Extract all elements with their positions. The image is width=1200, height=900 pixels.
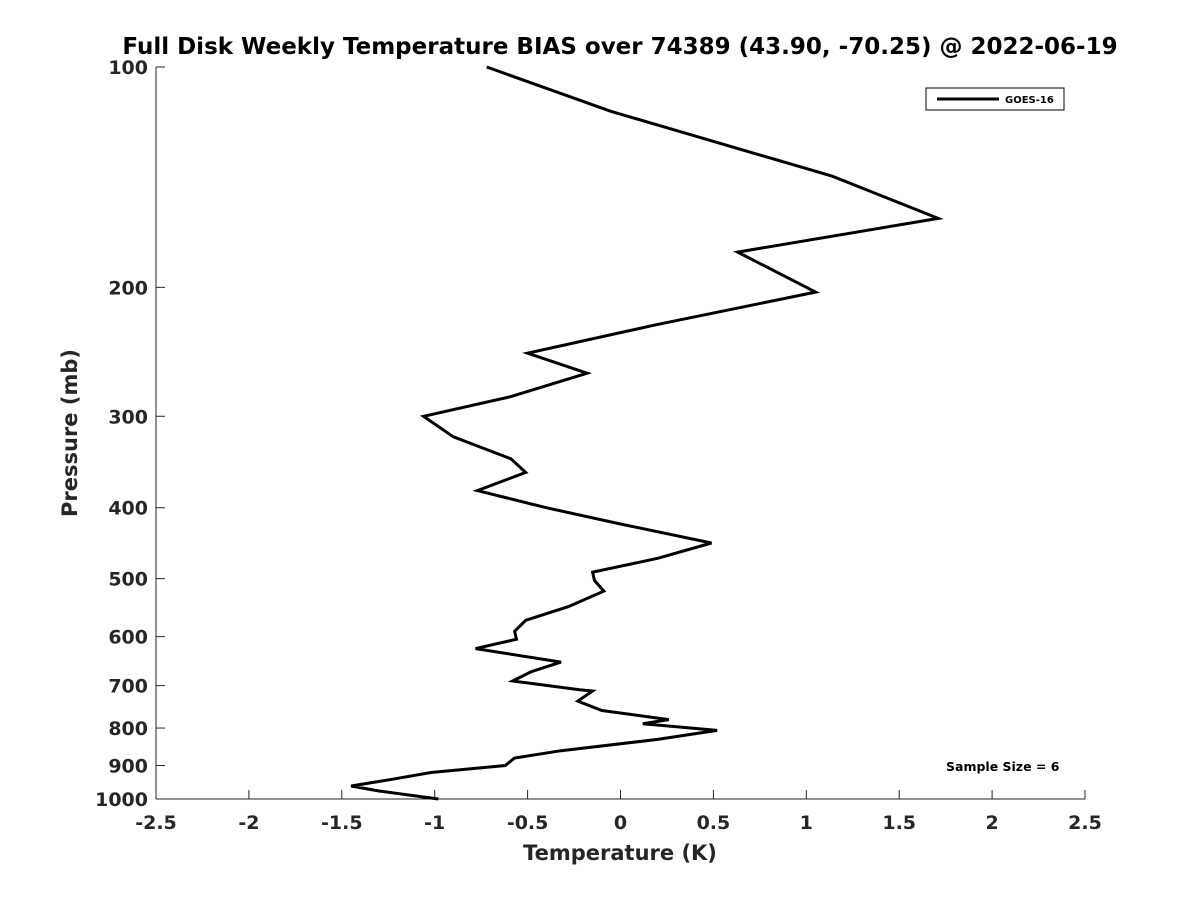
y-tick-label: 500: [108, 569, 148, 591]
plot-area-background: [156, 67, 1085, 799]
x-tick-label: 1.5: [882, 812, 916, 834]
y-tick-label: 1000: [95, 789, 148, 811]
x-tick-label: 1: [800, 812, 813, 834]
x-tick-label: 0.5: [697, 812, 731, 834]
x-tick-label: -2: [238, 812, 259, 834]
legend: GOES-16: [925, 87, 1065, 111]
y-tick-label: 600: [108, 627, 148, 649]
y-axis-ticks: 100 200 300 400 500 600 700 800 900 1000: [95, 57, 165, 811]
series-layer: [350, 65, 944, 801]
y-axis-label: Pressure (mb): [58, 349, 82, 517]
x-tick-label: -1: [424, 812, 445, 834]
y-tick-label: 400: [108, 498, 148, 520]
legend-label-goes-16: GOES-16: [1005, 95, 1054, 106]
y-tick-label: 700: [108, 676, 148, 698]
x-axis-ticks: -2.5 -2 -1.5 -1 -0.5 0 0.5 1 1.5 2 2.5: [135, 790, 1102, 834]
y-tick-label: 100: [108, 57, 148, 79]
x-tick-label: 2.5: [1068, 812, 1102, 834]
x-tick-label: 0: [614, 812, 627, 834]
y-tick-label: 300: [108, 406, 148, 428]
y-tick-label: 800: [108, 718, 148, 740]
y-tick-label: 200: [108, 277, 148, 299]
x-tick-label: -2.5: [135, 812, 177, 834]
x-axis-label: Temperature (K): [523, 841, 717, 865]
y-tick-label: 900: [108, 756, 148, 778]
series-line-goes-16: [350, 65, 944, 801]
x-tick-label: 2: [985, 812, 998, 834]
sample-size-annotation: Sample Size = 6: [946, 759, 1060, 774]
chart-title: Full Disk Weekly Temperature BIAS over 7…: [122, 34, 1117, 60]
x-tick-label: -1.5: [321, 812, 363, 834]
x-tick-label: -0.5: [507, 812, 549, 834]
